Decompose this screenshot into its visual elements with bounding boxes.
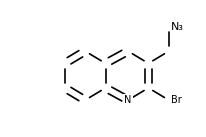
Text: Br: Br — [170, 95, 181, 105]
Text: N: N — [124, 95, 131, 105]
Text: N₃: N₃ — [170, 22, 183, 32]
